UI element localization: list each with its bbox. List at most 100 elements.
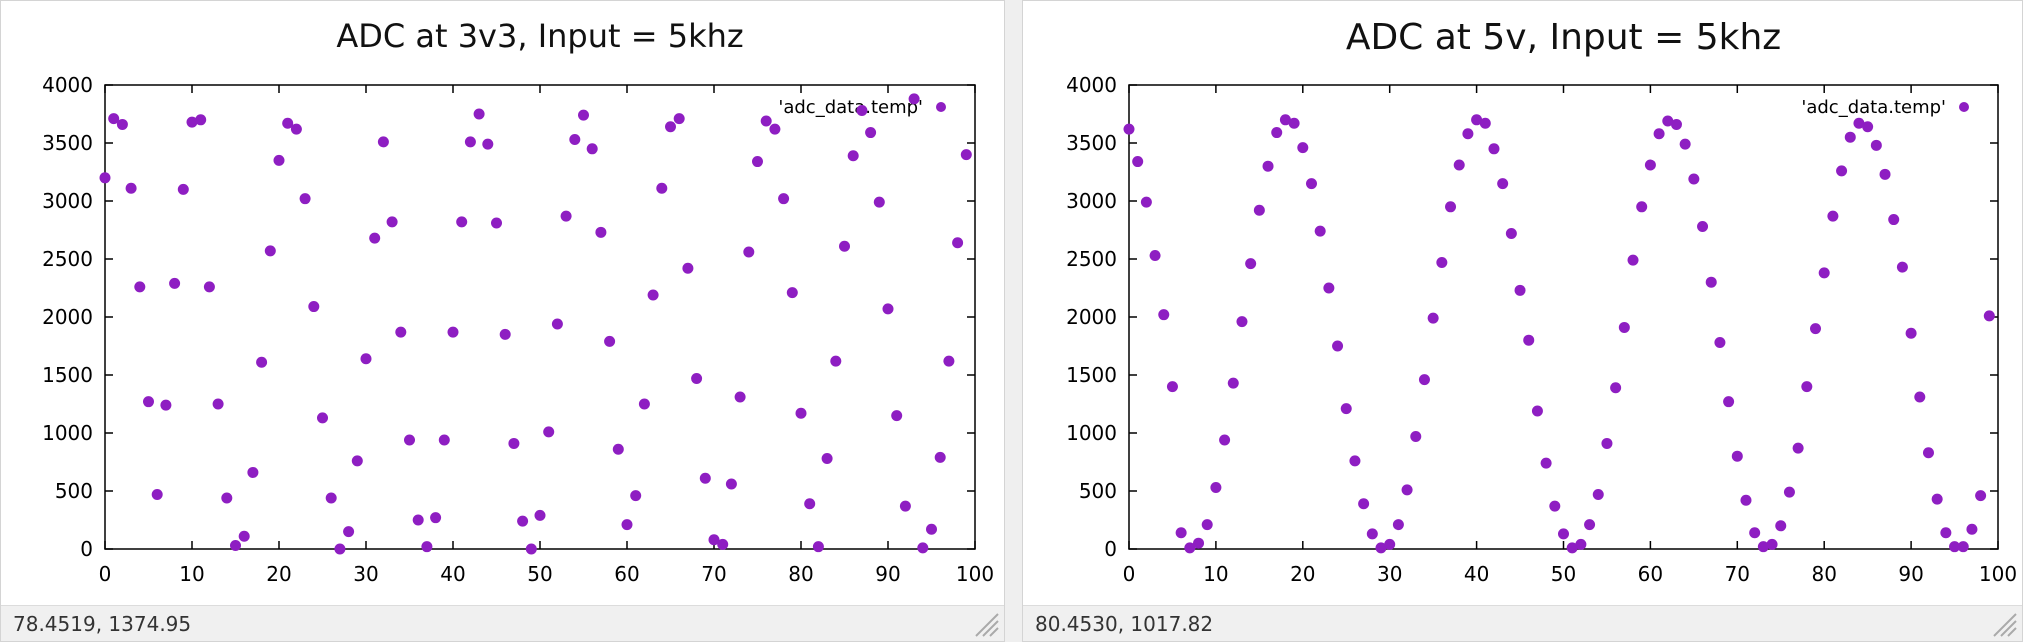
x-tick-label: 100: [1979, 562, 2017, 586]
legend-label: 'adc_data.temp': [1801, 97, 1946, 118]
data-point: [1575, 538, 1587, 550]
data-point: [1210, 482, 1222, 494]
data-point: [438, 434, 450, 446]
data-point: [1792, 442, 1804, 454]
x-tick-label: 10: [1203, 562, 1228, 586]
data-point: [1922, 447, 1934, 459]
data-point: [543, 426, 555, 438]
data-point: [1175, 527, 1187, 539]
data-point: [865, 127, 877, 139]
data-point: [1879, 168, 1891, 180]
data-point: [491, 217, 502, 229]
data-point: [264, 245, 276, 257]
data-point: [943, 355, 955, 367]
data-point: [1914, 391, 1926, 403]
status-bar: 78.4519, 1374.95: [1, 605, 1004, 641]
data-point: [369, 232, 381, 244]
data-point: [1453, 159, 1465, 171]
data-point: [1262, 160, 1274, 172]
y-tick-label: 3000: [42, 189, 93, 213]
data-point: [1558, 528, 1569, 540]
data-point: [934, 451, 946, 463]
data-point: [673, 113, 685, 125]
data-point: [699, 472, 711, 484]
y-tick-label: 1000: [42, 421, 93, 445]
data-point: [804, 498, 816, 510]
data-point: [1801, 381, 1813, 393]
data-point: [386, 216, 398, 228]
data-point: [1888, 214, 1900, 226]
y-tick-label: 3500: [1066, 131, 1117, 155]
data-point: [1940, 527, 1952, 539]
y-tick-label: 1500: [1066, 363, 1117, 387]
scatter-chart-3v3: ADC at 3v3, Input = 5khz0500100015002000…: [42, 17, 994, 586]
data-point: [1975, 490, 1987, 502]
data-point: [99, 172, 111, 184]
data-point: [717, 538, 729, 550]
data-point: [212, 398, 224, 410]
data-point: [1279, 114, 1291, 126]
data-point: [1844, 131, 1856, 143]
data-point: [230, 540, 241, 552]
data-point: [839, 240, 850, 252]
data-point: [1236, 316, 1248, 328]
x-tick-label: 40: [440, 562, 465, 586]
data-point: [1340, 403, 1352, 415]
x-tick-label: 30: [1377, 562, 1402, 586]
data-point: [1349, 455, 1361, 467]
resize-grip-icon[interactable]: [1990, 610, 2018, 638]
plot-window-3v3: ADC at 3v3, Input = 5khz 0 500 1000 1500 2000…: [0, 0, 1005, 642]
data-point: [238, 530, 250, 542]
data-point: [1219, 434, 1231, 446]
data-point: [595, 226, 607, 238]
data-point: [665, 121, 676, 133]
data-point: [1644, 159, 1656, 171]
data-point: [734, 391, 746, 403]
data-point: [1523, 334, 1535, 346]
x-tick-label: 40: [1464, 562, 1489, 586]
data-point: [760, 115, 772, 127]
data-point: [360, 353, 372, 365]
data-point: [830, 355, 842, 367]
data-point: [743, 246, 755, 258]
data-point: [1288, 117, 1300, 129]
data-point: [682, 262, 694, 274]
data-point: [604, 335, 616, 347]
data-point: [108, 113, 120, 125]
data-point: [160, 399, 172, 411]
legend-label: 'adc_data.temp': [778, 97, 923, 118]
data-point: [447, 326, 459, 338]
data-point: [656, 182, 668, 194]
y-tick-label: 1000: [1066, 421, 1117, 445]
resize-grip-icon[interactable]: [972, 610, 1000, 638]
data-point: [1401, 484, 1413, 496]
data-point: [1358, 498, 1370, 510]
plot-border: [1128, 84, 1999, 550]
data-point: [482, 138, 494, 150]
y-tick-label: 1500: [42, 363, 93, 387]
data-point: [1949, 541, 1961, 553]
data-point: [456, 216, 468, 228]
y-tick-label: 2000: [1066, 305, 1117, 329]
data-point: [116, 118, 128, 130]
y-tick-label: 4000: [1066, 73, 1117, 97]
data-point: [873, 196, 885, 208]
data-point: [464, 136, 476, 148]
y-tick-label: 500: [1079, 479, 1117, 503]
data-point: [1462, 128, 1474, 140]
data-point: [534, 509, 546, 521]
data-point: [691, 372, 703, 384]
x-tick-label: 10: [179, 562, 204, 586]
data-point: [377, 136, 389, 148]
data-point: [1566, 542, 1578, 554]
data-point: [1697, 221, 1709, 233]
data-point: [917, 542, 929, 554]
legend-marker: [936, 102, 946, 112]
y-tick-label: 4000: [42, 73, 93, 97]
data-point: [1323, 282, 1335, 294]
y-tick-label: 500: [55, 479, 93, 503]
data-point: [1896, 261, 1908, 273]
data-point: [1531, 405, 1543, 417]
plot-border: [104, 84, 976, 550]
data-point: [1549, 500, 1561, 512]
